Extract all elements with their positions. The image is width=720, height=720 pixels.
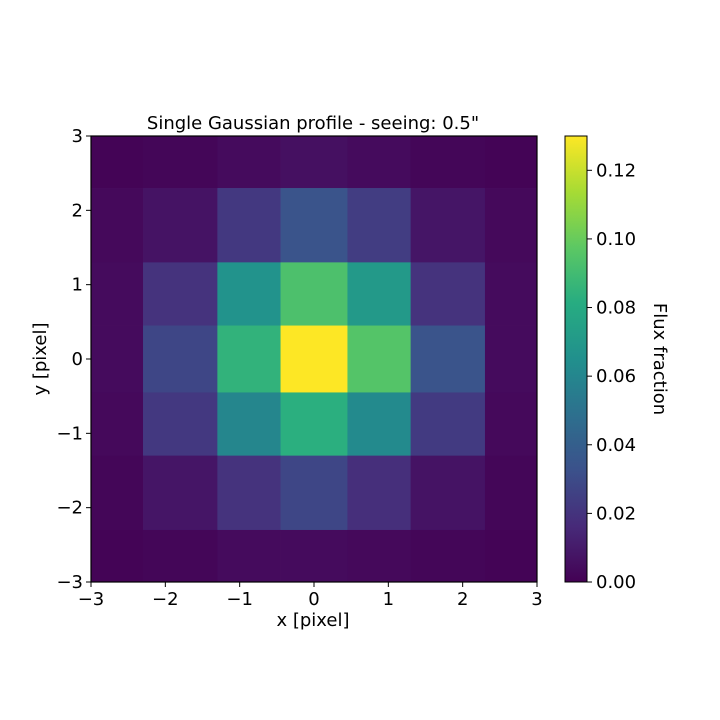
x-tick-label: −3: [78, 589, 105, 610]
heatmap-cell: [143, 325, 218, 393]
heatmap-cell: [484, 392, 538, 457]
x-tick-label: 0: [308, 589, 319, 610]
y-tick-label: −2: [56, 498, 83, 519]
heatmap-cell: [347, 188, 412, 263]
colorbar-ticks: 0.00 0.02 0.04 0.06 0.08 0.10 0.12: [587, 160, 636, 593]
heatmap-cell: [280, 392, 348, 457]
y-tick-label: −3: [56, 572, 83, 593]
heatmap-cell: [91, 529, 144, 583]
heatmap-cells: [91, 136, 538, 583]
y-tick-label: 3: [72, 126, 83, 147]
heatmap-cell: [410, 188, 486, 263]
y-tick-label: 2: [72, 200, 83, 221]
heatmap-cell: [217, 188, 281, 263]
heatmap-cell: [484, 188, 538, 263]
colorbar-tick-label: 0.00: [596, 572, 636, 593]
x-axis-label: x [pixel]: [276, 610, 349, 631]
heatmap-cell: [143, 136, 218, 189]
heatmap-cell: [410, 455, 486, 531]
heatmap-cell: [280, 262, 348, 326]
y-axis-ticks: −3 −2 −1 0 1 2 3: [56, 126, 91, 593]
heatmap-cell: [410, 325, 486, 393]
heatmap-cell: [91, 188, 144, 263]
heatmap-cell: [143, 455, 218, 531]
heatmap-cell: [410, 262, 486, 326]
heatmap-cell: [347, 262, 412, 326]
heatmap-cell: [143, 188, 218, 263]
heatmap-cell: [91, 262, 144, 326]
x-axis-ticks: −3 −2 −1 0 1 2 3: [78, 582, 543, 610]
heatmap-cell: [280, 136, 348, 189]
heatmap-cell: [410, 529, 486, 583]
heatmap-cell: [280, 455, 348, 531]
colorbar-tick-label: 0.08: [596, 298, 636, 319]
colorbar-tick-label: 0.12: [596, 160, 636, 181]
heatmap-cell: [347, 325, 412, 393]
heatmap-cell: [484, 455, 538, 531]
heatmap-cell: [410, 392, 486, 457]
heatmap-cell: [280, 325, 348, 393]
heatmap-cell: [143, 392, 218, 457]
heatmap-cell: [217, 392, 281, 457]
x-tick-label: 3: [531, 589, 542, 610]
heatmap-cell: [217, 136, 281, 189]
colorbar-tick-label: 0.04: [596, 435, 636, 456]
y-tick-label: 1: [72, 275, 83, 296]
chart-title: Single Gaussian profile - seeing: 0.5": [147, 113, 479, 134]
heatmap-cell: [347, 136, 412, 189]
colorbar-label: Flux fraction: [649, 303, 670, 415]
heatmap-cell: [280, 529, 348, 583]
colorbar-tick-label: 0.06: [596, 366, 636, 387]
x-tick-label: 1: [383, 589, 394, 610]
heatmap-cell: [143, 262, 218, 326]
heatmap-cell: [484, 136, 538, 189]
heatmap-cell: [484, 529, 538, 583]
heatmap-cell: [91, 392, 144, 457]
heatmap-cell: [217, 455, 281, 531]
heatmap-cell: [347, 392, 412, 457]
y-tick-label: −1: [56, 423, 83, 444]
heatmap-cell: [347, 455, 412, 531]
heatmap-cell: [217, 529, 281, 583]
colorbar-tick-label: 0.10: [596, 229, 636, 250]
heatmap-cell: [280, 188, 348, 263]
heatmap-cell: [143, 529, 218, 583]
heatmap-cell: [484, 262, 538, 326]
heatmap-cell: [91, 325, 144, 393]
heatmap-cell: [91, 136, 144, 189]
heatmap-cell: [410, 136, 486, 189]
x-tick-label: −2: [152, 589, 179, 610]
heatmap-cell: [347, 529, 412, 583]
heatmap-cell: [484, 325, 538, 393]
colorbar-tick-label: 0.02: [596, 503, 636, 524]
x-tick-label: −1: [226, 589, 253, 610]
heatmap-cell: [217, 262, 281, 326]
colorbar: [564, 135, 588, 583]
heatmap-cell: [91, 455, 144, 531]
y-axis-label: y [pixel]: [30, 322, 51, 395]
x-tick-label: 2: [457, 589, 468, 610]
heatmap-cell: [217, 325, 281, 393]
y-tick-label: 0: [72, 349, 83, 370]
